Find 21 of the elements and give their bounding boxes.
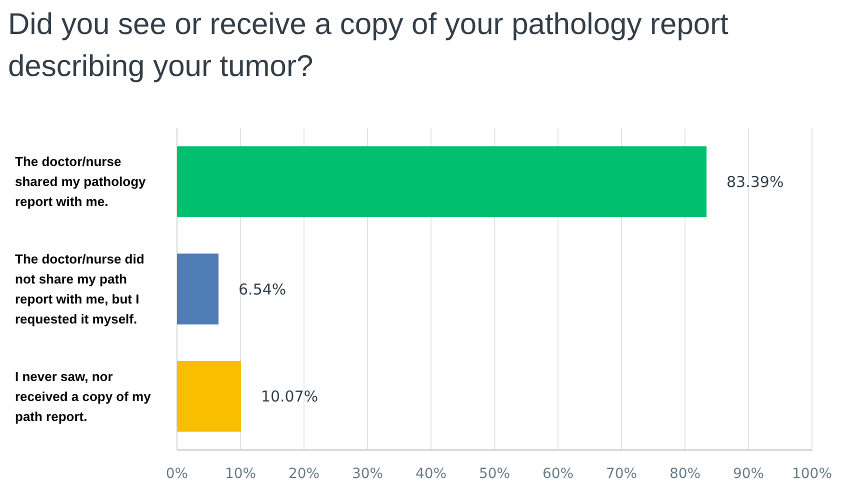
bar: [177, 360, 241, 432]
y-tick-label: The doctor/nurse shared my pathology report with me.: [15, 154, 147, 210]
x-tick-label: 50%: [478, 466, 510, 482]
data-label: 6.54%: [238, 280, 286, 298]
chart-title: Did you see or receive a copy of your pathology report describing your tumor?: [8, 8, 730, 83]
x-tick-label: 20%: [288, 466, 320, 482]
x-tick-label: 0%: [166, 466, 188, 482]
x-tick-label: 40%: [415, 466, 447, 482]
x-tick-label: 10%: [224, 466, 256, 482]
x-tick-label: 30%: [352, 466, 384, 482]
x-tick-label: 80%: [669, 466, 701, 482]
bar: [177, 254, 219, 324]
y-tick-label: I never saw, nor received a copy of my path report.: [15, 368, 152, 424]
y-tick-label: The doctor/nurse did not share my path report with me, but I requested it myself.: [15, 252, 144, 327]
x-tick-label: 60%: [542, 466, 574, 482]
x-tick-label: 90%: [732, 466, 764, 482]
x-tick-label: 70%: [606, 466, 638, 482]
bar: [177, 146, 707, 218]
data-label: 83.39%: [726, 172, 784, 191]
data-label: 10.07%: [260, 388, 318, 406]
x-tick-label: 100%: [792, 466, 832, 482]
